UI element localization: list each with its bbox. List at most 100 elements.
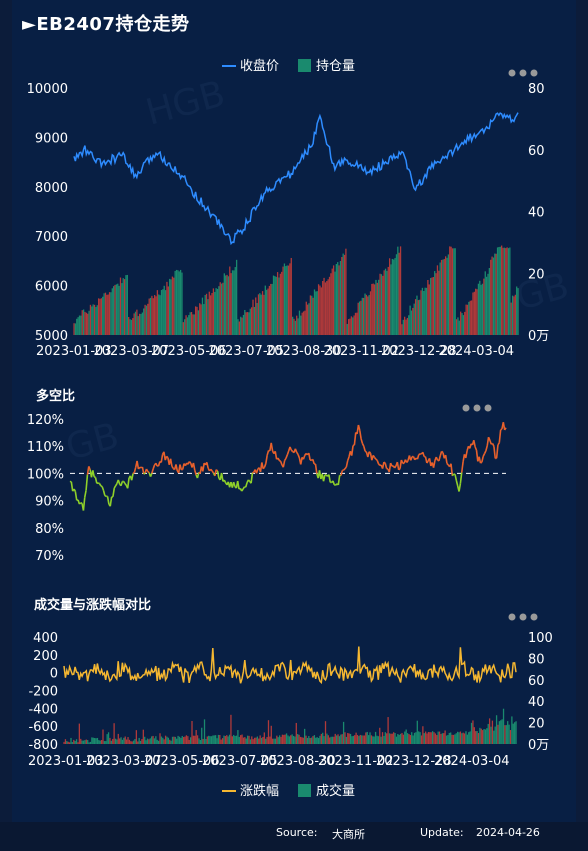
oi-bar (394, 257, 396, 335)
oi-bar (249, 308, 251, 335)
volume-bar (125, 739, 128, 744)
oi-bar (312, 297, 314, 335)
oi-bar (423, 290, 425, 335)
volume-bar (327, 735, 329, 744)
oi-bar (417, 300, 419, 335)
volume-bar (109, 737, 111, 744)
volume-bar (498, 721, 501, 744)
dashboard-panel (12, 0, 576, 822)
oi-bar (216, 288, 219, 335)
volume-bar (487, 723, 489, 744)
source-label: Source: (276, 826, 318, 839)
ratio-segment (297, 454, 301, 459)
volume-bar (134, 739, 136, 744)
ratio-segment (422, 451, 425, 457)
ratio-segment (242, 486, 246, 490)
volume-bar (265, 738, 267, 744)
volume-bar (231, 736, 233, 744)
oi-bar (260, 294, 262, 335)
legend-oi-swatch (298, 59, 311, 72)
oi-bar (283, 263, 286, 335)
oi-bar (225, 275, 227, 335)
volume-bar (468, 732, 470, 744)
oi-bar (123, 279, 126, 335)
oi-bar (110, 292, 112, 335)
oi-bar (103, 293, 105, 335)
oi-bar (380, 274, 383, 335)
oi-bar (339, 260, 342, 335)
oi-bar (353, 315, 355, 335)
volume-bar (447, 735, 449, 744)
ratio-segment (279, 460, 283, 466)
volume-bar (405, 729, 407, 744)
volume-bar (438, 731, 441, 744)
oi-bar (449, 246, 451, 335)
volume-bar (185, 735, 188, 744)
more-options-icon (530, 69, 538, 77)
oi-bar (309, 295, 312, 335)
oi-bar (155, 296, 157, 335)
oi-bar (324, 282, 327, 335)
oi-bar (108, 292, 111, 335)
volume-bar (387, 717, 389, 744)
oi-bar (436, 265, 439, 335)
oi-bar (315, 291, 317, 335)
oi-bar (375, 279, 377, 335)
oi-bar (87, 313, 89, 335)
oi-bar (122, 278, 124, 335)
oi-bar (248, 312, 250, 335)
volume-bar (322, 732, 324, 744)
volume-bar (505, 725, 507, 744)
oi-bar (391, 258, 394, 335)
volume-bar (238, 736, 240, 744)
ratio-segment (74, 491, 78, 501)
volume-bar (469, 731, 471, 744)
oi-bar (435, 273, 437, 335)
oi-bar (357, 302, 359, 335)
volume-bar (96, 737, 99, 744)
more-options-icon (519, 69, 527, 77)
volume-bar (431, 731, 434, 744)
ratio-segment (98, 483, 102, 487)
volume-bar (120, 737, 122, 744)
ratio-segment (493, 446, 497, 459)
oi-bar (143, 308, 145, 335)
volume-bar (461, 733, 463, 744)
volume-bar (342, 721, 345, 744)
oi-bar (294, 320, 297, 335)
oi-bar (211, 292, 213, 335)
volume-bar (196, 735, 199, 744)
more-options-icon (508, 613, 516, 621)
y-tick: 90% (35, 495, 64, 510)
y-left-tick: 6000 (35, 280, 68, 295)
ratio-segment (171, 465, 174, 469)
ratio-segment (70, 481, 74, 492)
oi-bar (317, 284, 320, 335)
oi-bar (442, 259, 444, 335)
oi-bar (438, 270, 440, 335)
oi-bar (516, 286, 518, 335)
oi-bar (290, 257, 292, 335)
volume-bar (245, 738, 247, 744)
oi-bar (287, 265, 290, 335)
x-tick: 2023-01-03 (28, 754, 104, 769)
volume-bar (285, 733, 288, 744)
volume-bar (148, 739, 150, 744)
oi-bar (281, 271, 283, 335)
volume-bar (473, 727, 475, 744)
volume-bar (515, 721, 517, 744)
volume-bar (203, 719, 206, 744)
oi-bar (343, 254, 346, 335)
oi-bar (170, 279, 172, 335)
volume-bar (260, 737, 263, 744)
volume-bar (333, 736, 335, 744)
legend-price-label: 收盘价 (240, 58, 279, 74)
ratio-segment (364, 450, 367, 453)
ratio-segment (302, 455, 306, 460)
volume-bar (376, 735, 378, 744)
oi-bar (245, 312, 247, 335)
volume-bar (377, 736, 380, 744)
volume-bar (130, 741, 132, 744)
oi-bar (199, 303, 201, 335)
oi-bar (266, 289, 268, 335)
